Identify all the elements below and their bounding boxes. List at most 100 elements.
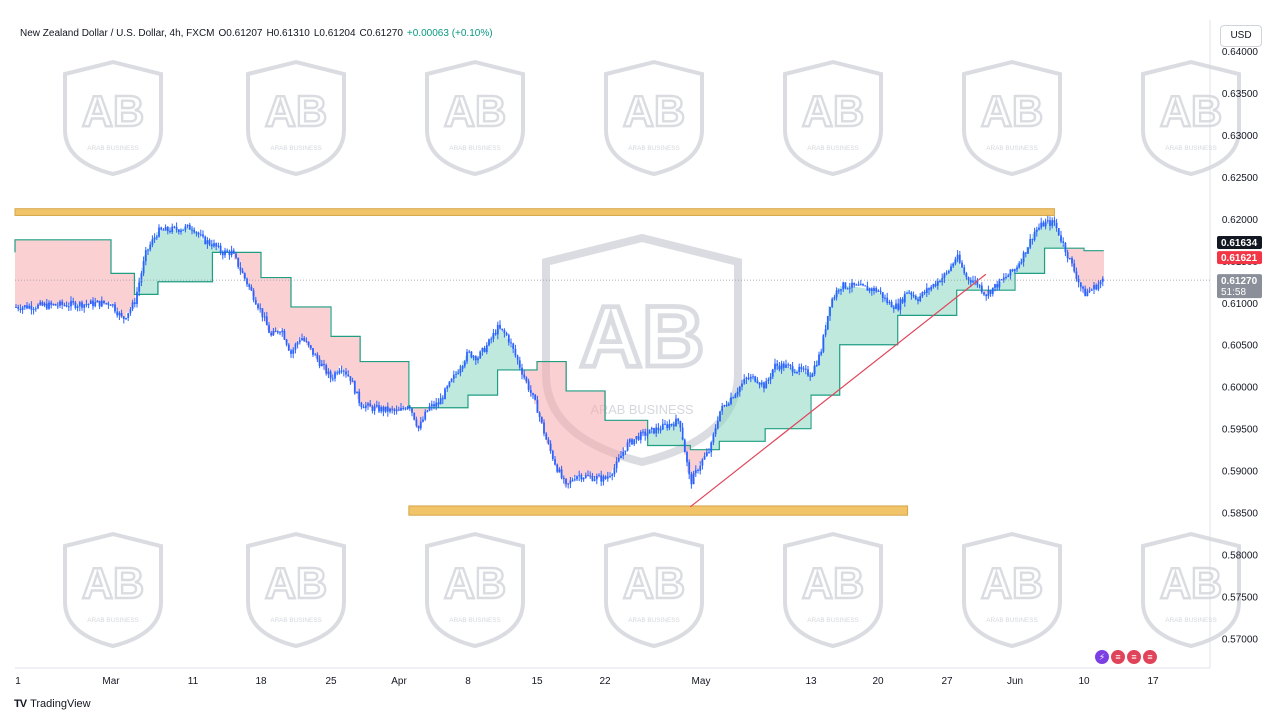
candle-body xyxy=(1084,289,1086,297)
candle-body xyxy=(281,331,283,332)
candle-body xyxy=(741,384,743,387)
candle-body xyxy=(1082,287,1084,289)
candle-body xyxy=(919,296,921,301)
cloud-segment xyxy=(165,230,168,281)
candle-body xyxy=(970,280,972,282)
candle-body xyxy=(37,305,39,309)
cloud-segment xyxy=(759,382,762,441)
price-tick-label: 0.58500 xyxy=(1222,509,1259,520)
candle-body xyxy=(798,367,800,372)
candle-body xyxy=(143,261,145,273)
candle-body xyxy=(46,304,48,309)
candle-body xyxy=(972,281,974,283)
candle-body xyxy=(611,474,613,476)
candle-body xyxy=(312,348,314,355)
candle-body xyxy=(770,377,772,380)
candle-body xyxy=(1102,279,1104,282)
us-flag-icon[interactable]: ≡ xyxy=(1143,650,1157,664)
candle-body xyxy=(512,343,514,348)
candle-body xyxy=(781,363,783,369)
cloud-segment xyxy=(468,354,471,395)
candle-body xyxy=(409,407,411,409)
candle-body xyxy=(600,475,602,481)
candle-body xyxy=(669,424,671,428)
candle-body xyxy=(167,227,169,231)
candle-body xyxy=(295,344,297,349)
candle-body xyxy=(455,374,457,375)
cloud-segment xyxy=(336,336,339,370)
candle-body xyxy=(1098,284,1100,289)
time-tick-label: May xyxy=(692,676,711,687)
candle-body xyxy=(1060,235,1062,241)
cloud-segment xyxy=(906,290,909,315)
candle-body xyxy=(757,382,759,383)
candle-body xyxy=(849,288,851,289)
candle-body xyxy=(728,404,730,405)
candle-body xyxy=(622,452,624,456)
candle-body xyxy=(1038,228,1040,230)
candle-body xyxy=(746,378,748,379)
candle-body xyxy=(917,299,919,301)
candle-body xyxy=(829,307,831,316)
candle-body xyxy=(1016,267,1018,269)
currency-button[interactable]: USD xyxy=(1220,25,1262,47)
cloud-segment xyxy=(510,346,513,370)
candle-body xyxy=(418,426,420,428)
candle-body xyxy=(1078,279,1080,283)
candle-body xyxy=(482,348,484,352)
cloud-segment xyxy=(396,362,399,412)
candle-body xyxy=(620,456,622,458)
cloud-segment xyxy=(858,287,861,344)
brand-footer[interactable]: TV TradingView xyxy=(14,698,91,710)
cloud-segment xyxy=(162,231,165,282)
cloud-segment xyxy=(957,260,960,290)
candle-body xyxy=(356,392,358,394)
cloud-segment xyxy=(402,362,405,409)
candle-body xyxy=(387,407,389,412)
low-value: L0.61204 xyxy=(314,28,356,39)
cloud-segment xyxy=(21,240,24,307)
candle-body xyxy=(853,283,855,286)
candle-body xyxy=(594,479,596,480)
indicator-icons[interactable]: ⚡ ≡ ≡ ≡ xyxy=(1095,650,1157,664)
candle-body xyxy=(77,306,79,308)
cloud-segment xyxy=(588,391,591,477)
price-tick-label: 0.62000 xyxy=(1222,215,1259,226)
cloud-segment xyxy=(807,373,810,428)
candle-body xyxy=(1051,220,1053,226)
candle-body xyxy=(515,349,517,356)
candle-body xyxy=(585,475,587,478)
candle-body xyxy=(145,250,147,261)
candle-body xyxy=(719,411,721,421)
candle-body xyxy=(787,364,789,365)
candle-body xyxy=(70,301,72,306)
candle-body xyxy=(660,430,662,431)
us-flag-icon[interactable]: ≡ xyxy=(1111,650,1125,664)
candle-body xyxy=(33,309,35,310)
candle-body xyxy=(163,230,165,231)
candle-body xyxy=(336,372,338,373)
cloud-segment xyxy=(180,229,183,282)
cloud-segment xyxy=(582,391,585,476)
price-tick-label: 0.62500 xyxy=(1222,173,1259,184)
candle-body xyxy=(1034,232,1036,240)
lightning-icon[interactable]: ⚡ xyxy=(1095,650,1109,664)
candle-body xyxy=(1100,282,1102,285)
cloud-segment xyxy=(948,269,951,315)
candle-body xyxy=(990,291,992,294)
candle-body xyxy=(774,364,776,370)
cloud-segment xyxy=(573,391,576,477)
us-flag-icon[interactable]: ≡ xyxy=(1127,650,1141,664)
candle-body xyxy=(64,305,66,306)
candle-body xyxy=(235,254,237,258)
cloud-segment xyxy=(1011,271,1014,290)
cloud-segment xyxy=(111,273,114,305)
cloud-segment xyxy=(192,228,195,282)
symbol-title: New Zealand Dollar / U.S. Dollar, 4h, FX… xyxy=(20,28,215,39)
candle-body xyxy=(603,476,605,481)
cloud-segment xyxy=(294,307,297,346)
candle-body xyxy=(464,361,466,366)
candle-body xyxy=(24,305,26,307)
